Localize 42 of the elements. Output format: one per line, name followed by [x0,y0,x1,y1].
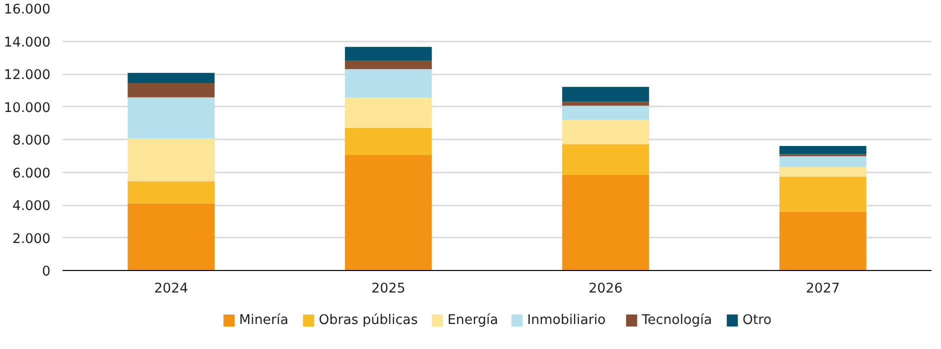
bar [344,69,432,98]
legend-label: Inmobiliario [527,313,606,328]
bar [128,83,215,98]
legend-label: Tecnología [640,313,712,328]
bar [779,212,866,270]
bar [562,106,650,120]
bar [344,128,432,155]
bar [128,203,215,270]
y-tick-label: 8.000 [12,134,50,148]
bar [128,72,215,84]
bar [779,156,866,168]
bar [344,60,432,70]
x-tick-label: 2024 [154,282,188,296]
bar [562,120,650,144]
x-tick-label: 2025 [371,282,406,296]
y-tick-label: 6.000 [12,166,50,182]
y-tick-label: 14.000 [4,35,51,50]
legend-label: Minería [239,313,288,328]
bar [562,86,650,102]
y-tick-label: 12.000 [4,68,51,83]
y-tick-label: 0 [42,264,51,280]
legend-label: Otro [742,313,772,328]
y-tick-label: 4.000 [12,199,50,214]
y-tick-label: 10.000 [4,100,51,116]
x-tick-label: 2026 [588,282,623,296]
bar [779,176,866,212]
y-tick-label: 16.000 [4,2,51,18]
bar [562,102,650,106]
bar [128,181,215,204]
bar [128,97,215,138]
bar [344,154,432,270]
legend-label: Obras públicas [318,313,418,328]
bar [344,46,432,61]
x-tick-label: 2027 [806,282,840,296]
legend-label: Energía [448,313,498,328]
bar [779,146,866,154]
bar [562,144,650,175]
bar [779,167,866,177]
bar [128,138,215,182]
bar [344,98,432,128]
y-tick-label: 2.000 [12,232,50,247]
bar [562,174,650,270]
